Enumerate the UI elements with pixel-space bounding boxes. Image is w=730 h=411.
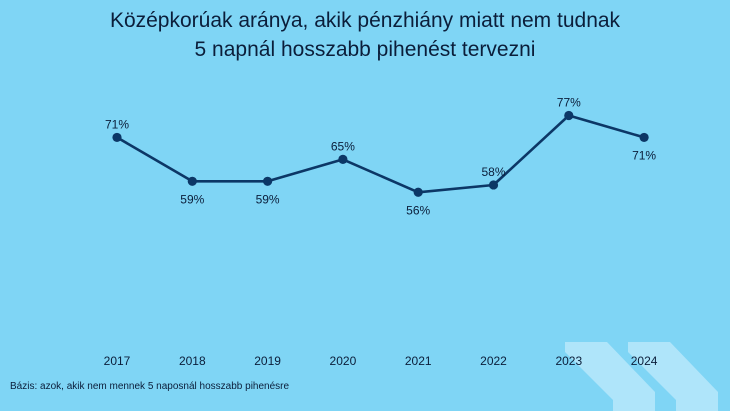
x-tick-label-2020: 2020	[330, 354, 357, 368]
data-point-2024	[639, 132, 649, 143]
data-label-2019: 59%	[256, 192, 280, 206]
data-point-2019	[263, 176, 273, 186]
data-label-2020: 65%	[331, 139, 355, 153]
x-tick-label-2024: 2024	[631, 354, 658, 368]
chart-title-line-2: 5 napnál hosszabb pihenést tervezni	[194, 38, 536, 61]
chart-title-line-1: Középkorúak aránya, akik pénzhiány miatt…	[109, 9, 621, 32]
data-point-2018	[187, 176, 197, 186]
x-tick-label-2018: 2018	[179, 354, 206, 368]
series-line	[116, 114, 645, 194]
chevron-shape-1	[565, 342, 655, 411]
double-chevron-right-icon	[565, 342, 718, 411]
data-label-2018: 59%	[180, 192, 204, 206]
x-tick-label-2019: 2019	[254, 354, 281, 368]
data-label-2024: 71%	[632, 148, 656, 162]
data-label-2017: 71%	[105, 117, 129, 131]
data-point-2020	[338, 154, 348, 164]
data-point-2023	[564, 110, 574, 121]
data-label-2023: 77%	[557, 95, 581, 109]
data-label-2021: 56%	[406, 203, 430, 217]
chart-title: Középkorúak aránya, akik pénzhiány miatt…	[0, 6, 730, 64]
x-tick-label-2017: 2017	[104, 354, 131, 368]
chevron-shape-2	[628, 342, 718, 411]
data-point-2021	[413, 187, 423, 197]
x-tick-label-2021: 2021	[405, 354, 432, 368]
x-tick-label-2023: 2023	[555, 354, 582, 368]
data-point-2017	[112, 132, 122, 143]
x-tick-label-2022: 2022	[480, 354, 507, 368]
footnote: Bázis: azok, akik nem mennek 5 naposnál …	[10, 381, 290, 392]
data-label-2022: 58%	[481, 165, 505, 179]
data-point-2022	[488, 180, 499, 190]
